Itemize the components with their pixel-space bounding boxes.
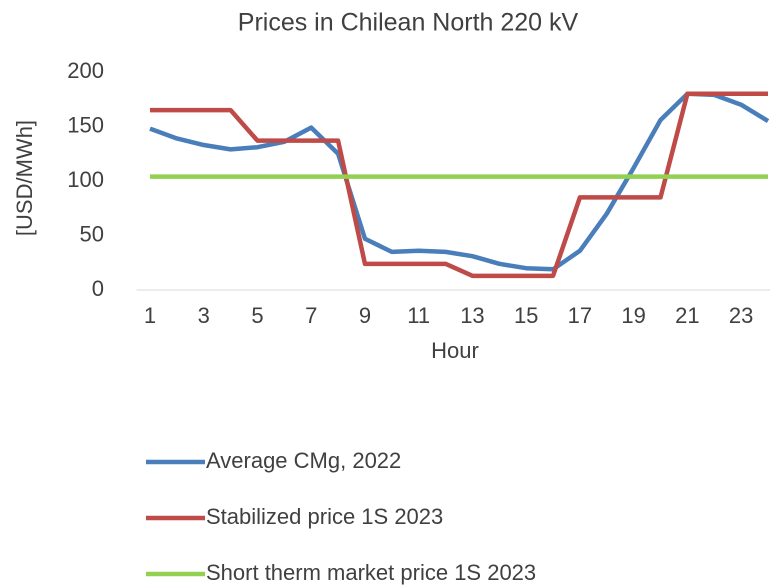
x-tick-label: 17 bbox=[568, 303, 592, 328]
x-tick-label: 11 bbox=[407, 303, 430, 328]
x-tick-label: 9 bbox=[359, 303, 371, 328]
x-tick-label: 19 bbox=[621, 303, 645, 328]
x-tick-label: 3 bbox=[198, 303, 210, 328]
x-tick-label: 23 bbox=[729, 303, 753, 328]
legend-label: Short therm market price 1S 2023 bbox=[206, 560, 536, 585]
x-axis-label: Hour bbox=[431, 338, 479, 363]
y-axis-label: [USD/MWh] bbox=[12, 120, 37, 236]
series-line bbox=[150, 91, 769, 279]
legend-label: Average CMg, 2022 bbox=[206, 448, 401, 473]
y-tick-label: 100 bbox=[67, 167, 104, 192]
x-tick-label: 13 bbox=[460, 303, 484, 328]
x-tick-label: 21 bbox=[675, 303, 699, 328]
x-tick-label: 15 bbox=[514, 303, 538, 328]
y-tick-label: 50 bbox=[80, 221, 104, 246]
series-line bbox=[149, 91, 770, 272]
chart-title: Prices in Chilean North 220 kV bbox=[238, 9, 579, 37]
x-tick-label: 5 bbox=[251, 303, 263, 328]
legend-label: Stabilized price 1S 2023 bbox=[206, 504, 443, 529]
x-tick-label: 7 bbox=[305, 303, 317, 328]
y-tick-label: 150 bbox=[67, 112, 104, 137]
y-tick-label: 0 bbox=[92, 276, 104, 301]
y-tick-label: 200 bbox=[67, 58, 104, 83]
x-tick-label: 1 bbox=[144, 303, 156, 328]
